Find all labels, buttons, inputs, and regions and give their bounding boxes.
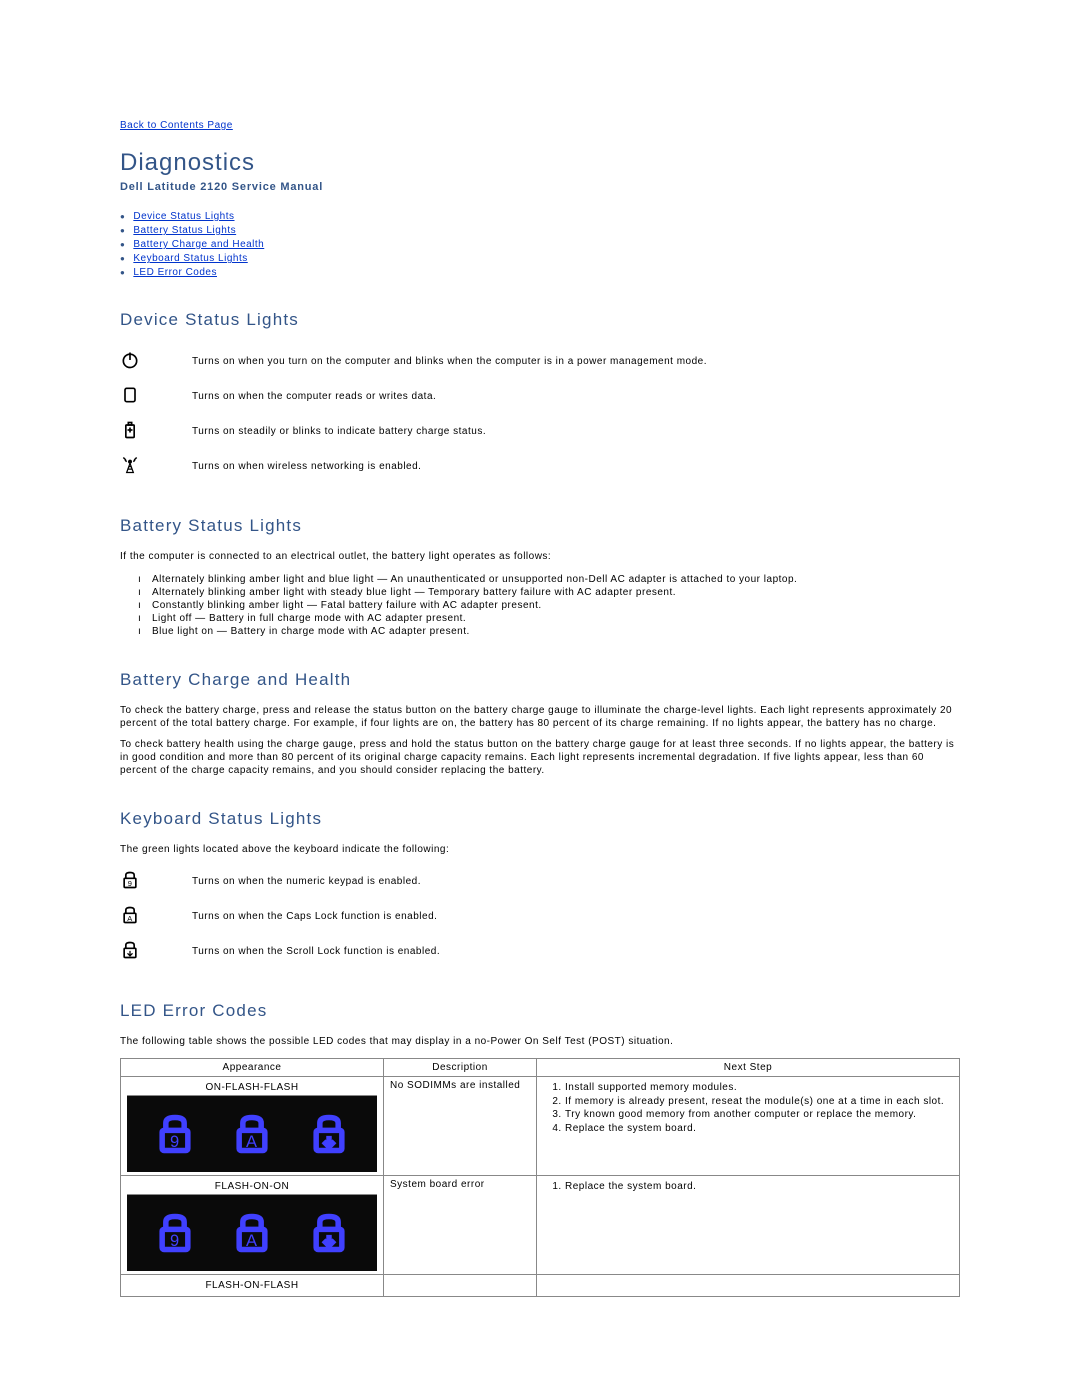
step-item: Replace the system board.: [565, 1181, 953, 1194]
battery-status-intro: If the computer is connected to an elect…: [120, 550, 960, 563]
capslock-icon: A: [120, 899, 192, 934]
back-to-contents-link[interactable]: Back to Contents Page: [120, 120, 960, 131]
table-header: Next Step: [537, 1059, 960, 1077]
svg-text:9: 9: [170, 1133, 180, 1151]
appearance-label: ON-FLASH-FLASH: [127, 1080, 377, 1096]
device-status-table: Turns on when you turn on the computer a…: [120, 344, 719, 484]
power-icon: [120, 344, 192, 379]
svg-text:A: A: [246, 1232, 258, 1250]
list-item: Blue light on — Battery in charge mode w…: [152, 625, 960, 638]
toc-link[interactable]: Battery Charge and Health: [133, 239, 264, 250]
list-item: Constantly blinking amber light — Fatal …: [152, 599, 960, 612]
table-row: ON-FLASH-FLASH 9 A No SODIMMs are instal…: [121, 1077, 960, 1176]
description-cell: [384, 1275, 537, 1297]
device-status-text: Turns on steadily or blinks to indicate …: [192, 414, 719, 449]
battery-charge-p2: To check battery health using the charge…: [120, 738, 960, 777]
next-step-cell: Replace the system board.: [537, 1176, 960, 1275]
device-status-text: Turns on when you turn on the computer a…: [192, 344, 719, 379]
description-cell: System board error: [384, 1176, 537, 1275]
svg-text:A: A: [127, 914, 132, 923]
wifi-icon: [120, 449, 192, 484]
table-header: Description: [384, 1059, 537, 1077]
svg-text:A: A: [246, 1133, 258, 1151]
next-step-cell: [537, 1275, 960, 1297]
step-item: Replace the system board.: [565, 1123, 953, 1136]
led-errors-intro: The following table shows the possible L…: [120, 1035, 960, 1048]
list-item: Light off — Battery in full charge mode …: [152, 612, 960, 625]
led-graphic: 9 A: [127, 1096, 377, 1172]
list-item: Alternately blinking amber light with st…: [152, 586, 960, 599]
device-status-text: Turns on when the computer reads or writ…: [192, 379, 719, 414]
table-header: Appearance: [121, 1059, 384, 1077]
section-heading-battery-status: Battery Status Lights: [120, 516, 960, 536]
list-item: Alternately blinking amber light and blu…: [152, 573, 960, 586]
toc-link[interactable]: Battery Status Lights: [133, 225, 236, 236]
section-heading-battery-charge: Battery Charge and Health: [120, 670, 960, 690]
description-cell: No SODIMMs are installed: [384, 1077, 537, 1176]
section-heading-keyboard-status: Keyboard Status Lights: [120, 809, 960, 829]
led-error-table: Appearance Description Next Step ON-FLAS…: [120, 1058, 960, 1297]
keyboard-status-intro: The green lights located above the keybo…: [120, 843, 960, 856]
scrolllock-icon: [120, 934, 192, 969]
keyboard-status-text: Turns on when the numeric keypad is enab…: [192, 864, 452, 899]
toc-link[interactable]: Keyboard Status Lights: [133, 253, 247, 264]
device-status-text: Turns on when wireless networking is ena…: [192, 449, 719, 484]
table-row: FLASH-ON-ON 9 A System board error Repla…: [121, 1176, 960, 1275]
appearance-label: FLASH-ON-FLASH: [127, 1278, 377, 1293]
appearance-label: FLASH-ON-ON: [127, 1179, 377, 1195]
table-of-contents: Device Status Lights Battery Status Ligh…: [120, 211, 960, 278]
page-title: Diagnostics: [120, 149, 960, 177]
drive-icon: [120, 379, 192, 414]
page-subtitle: Dell Latitude 2120 Service Manual: [120, 181, 960, 193]
keyboard-status-table: 9 Turns on when the numeric keypad is en…: [120, 864, 452, 969]
numlock-icon: 9: [120, 864, 192, 899]
section-heading-led-errors: LED Error Codes: [120, 1001, 960, 1021]
led-graphic: 9 A: [127, 1195, 377, 1271]
step-item: If memory is already present, reseat the…: [565, 1096, 953, 1109]
battery-charge-p1: To check the battery charge, press and r…: [120, 704, 960, 730]
battery-status-list: Alternately blinking amber light and blu…: [120, 573, 960, 638]
svg-text:9: 9: [128, 879, 133, 888]
step-item: Try known good memory from another compu…: [565, 1109, 953, 1122]
table-row: FLASH-ON-FLASH: [121, 1275, 960, 1297]
svg-text:9: 9: [170, 1232, 180, 1250]
next-step-cell: Install supported memory modules. If mem…: [537, 1077, 960, 1176]
toc-link[interactable]: Device Status Lights: [133, 211, 234, 222]
keyboard-status-text: Turns on when the Scroll Lock function i…: [192, 934, 452, 969]
section-heading-device-status: Device Status Lights: [120, 310, 960, 330]
battery-icon: [120, 414, 192, 449]
toc-link[interactable]: LED Error Codes: [133, 267, 217, 278]
step-item: Install supported memory modules.: [565, 1082, 953, 1095]
keyboard-status-text: Turns on when the Caps Lock function is …: [192, 899, 452, 934]
